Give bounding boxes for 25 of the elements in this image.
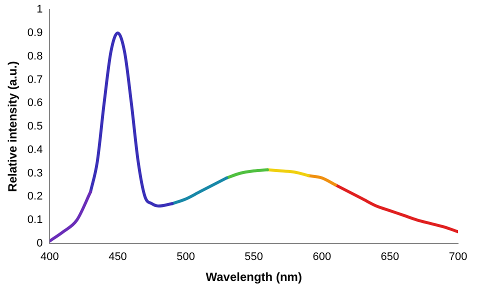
y-tick-label: 0	[36, 237, 43, 250]
line-series	[89, 31, 174, 208]
y-tick-label: 0.9	[27, 27, 43, 40]
y-tick-label: 0.3	[27, 167, 43, 180]
y-axis-title: Relative intensity (a.u.)	[6, 61, 20, 192]
y-tick-label: 0.6	[27, 97, 43, 110]
x-axis-title: Wavelength (nm)	[206, 270, 302, 284]
y-tick-label: 0.7	[27, 74, 43, 86]
x-tick-label: 700	[448, 251, 468, 264]
y-tick-label: 0.8	[27, 50, 43, 62]
y-tick-label: 1	[36, 4, 43, 16]
x-tick-label: 450	[108, 251, 127, 264]
line-series	[225, 168, 269, 180]
y-tick-label: 0.4	[27, 144, 43, 156]
x-tick-label: 650	[380, 251, 400, 264]
y-tick-label: 0.5	[27, 120, 43, 133]
line-series	[50, 190, 92, 243]
line-series	[334, 183, 458, 234]
y-tick-label: 0.2	[27, 190, 43, 203]
x-tick-label: 400	[40, 251, 59, 264]
x-tick-label: 500	[176, 251, 195, 264]
x-tick-label: 600	[312, 251, 332, 264]
line-series	[170, 176, 228, 206]
x-tick-label: 550	[244, 251, 264, 264]
y-tick-label: 0.1	[27, 214, 43, 226]
